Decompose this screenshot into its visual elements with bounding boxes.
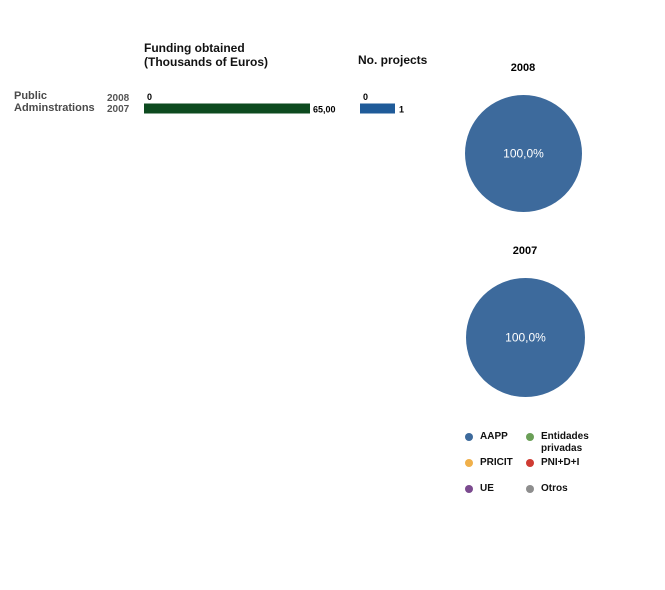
bar-value-label-2007: 65,00: [313, 105, 336, 115]
funding-header: Funding obtained (Thousands of Euros): [144, 41, 268, 69]
projects-header: No. projects: [358, 53, 428, 67]
legend-item-pricit: PRICIT: [465, 457, 513, 469]
category-label: Public Adminstrations: [14, 90, 95, 114]
bar-2007: [360, 103, 395, 114]
year-label-2007: 2007: [107, 104, 130, 115]
legend-item-ue: UE: [465, 483, 494, 495]
pie-slice-label: 100,0%: [505, 331, 546, 345]
legend-label: PNI+D+I: [541, 457, 580, 468]
legend-item-otros: Otros: [526, 483, 568, 495]
legend-label: UE: [480, 483, 494, 494]
pie-slice-aapp: [465, 95, 582, 212]
legend-label: PRICIT: [480, 457, 513, 468]
pie-chart-2007: 100,0%: [466, 278, 585, 397]
pie-chart-2008: 100,0%: [465, 95, 582, 212]
pie-slice-label: 100,0%: [503, 147, 544, 161]
legend-label: Entidades privadas: [541, 431, 589, 454]
year-label-2008: 2008: [107, 93, 130, 104]
projects-bar-chart: 01: [360, 92, 404, 115]
pie-title-2008: 2008: [510, 62, 536, 74]
legend-item-entidades-privadas: Entidades privadas: [526, 431, 589, 455]
bar-value-label-2008: 0: [363, 92, 368, 102]
legend-label: Otros: [541, 483, 568, 494]
circle-icon: [526, 485, 534, 493]
circle-icon: [465, 433, 473, 441]
circle-icon: [465, 485, 473, 493]
pie-slice-aapp: [466, 278, 585, 397]
legend-item-aapp: AAPP: [465, 431, 508, 443]
circle-icon: [465, 459, 473, 467]
legend-item-pni: PNI+D+I: [526, 457, 579, 469]
circle-icon: [526, 459, 534, 467]
legend-label: AAPP: [480, 431, 508, 442]
funding-bar-chart: 065,00: [144, 92, 336, 115]
bar-value-label-2007: 1: [399, 105, 404, 115]
bar-value-label-2008: 0: [147, 92, 152, 102]
circle-icon: [526, 433, 534, 441]
bar-2007: [144, 103, 310, 114]
pie-title-2007: 2007: [512, 245, 538, 257]
